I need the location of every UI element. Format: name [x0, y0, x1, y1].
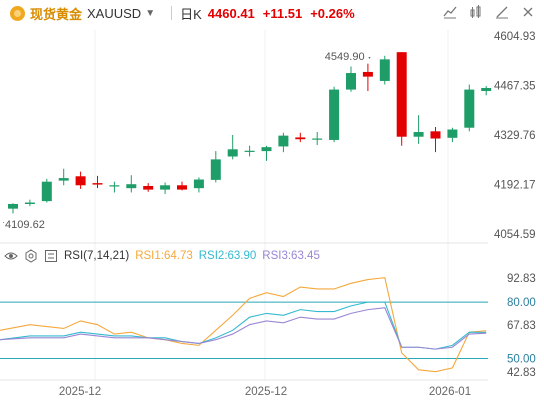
- time-tick-label: 2026-01: [429, 386, 471, 398]
- candle-body: [346, 73, 356, 90]
- time-tick-label: 2025-12: [245, 386, 287, 398]
- rsi-tick-label: 80.00: [507, 297, 536, 309]
- candle-body: [143, 186, 154, 190]
- rsi-line-2: [0, 301, 487, 350]
- header-divider: [171, 6, 173, 20]
- grid-lines: [94, 30, 449, 380]
- high-price-annotation: 4549.90 ˕: [325, 51, 371, 63]
- chart-header: 现货黄金 XAUUSD ▼ 日K 4460.41 +11.51 +0.26%: [0, 0, 544, 26]
- candle-body: [278, 135, 289, 147]
- candle-body: [75, 176, 86, 186]
- rsi-level-lines: [0, 301, 488, 360]
- rsi-tick-label: 92.83: [507, 273, 536, 285]
- rsi-header: RSI(7,14,21) RSI1:64.73 RSI2:63.90 RSI3:…: [4, 247, 320, 265]
- rsi-line-3: [0, 307, 487, 350]
- indicator-icon[interactable]: [468, 4, 484, 20]
- gear-icon[interactable]: [24, 249, 38, 263]
- rsi-tick-label: 50.00: [507, 354, 536, 366]
- candle-body: [227, 149, 238, 157]
- chart-settings-icon[interactable]: [442, 4, 458, 20]
- candle-body: [109, 185, 120, 187]
- price-change: +11.51: [262, 5, 303, 21]
- candle-body: [447, 129, 458, 138]
- candle-body: [464, 89, 475, 128]
- rsi-indicator-name: RSI(7,14,21): [64, 250, 130, 262]
- low-price-annotation: ˑ4109.62: [2, 219, 45, 231]
- candle-body: [92, 183, 103, 185]
- indicator-list-icon[interactable]: [44, 249, 58, 263]
- candle-body: [312, 138, 323, 140]
- rsi-tick-label: 67.83: [507, 320, 536, 332]
- candle-body: [261, 147, 272, 152]
- instrument-symbol[interactable]: XAUUSD: [87, 5, 142, 21]
- price-tick-label: 4467.35: [494, 80, 536, 92]
- eye-icon[interactable]: [4, 249, 18, 263]
- rsi2-value: RSI2:63.90: [198, 250, 257, 262]
- rsi-line-1: [0, 277, 487, 373]
- price-tick-label: 4329.76: [494, 130, 536, 142]
- candle-body: [329, 89, 340, 140]
- candle-body: [413, 132, 424, 137]
- ruler-icon[interactable]: [494, 4, 510, 20]
- candle-body: [295, 137, 306, 140]
- candle-body: [193, 179, 204, 189]
- candle-body: [126, 184, 137, 189]
- instrument-name: 现货黄金: [30, 6, 83, 22]
- time-tick-label: 2025-12: [59, 386, 101, 398]
- price-tick-label: 4192.17: [494, 180, 536, 192]
- gold-logo-icon: [10, 5, 25, 21]
- last-price: 4460.41: [207, 5, 255, 21]
- candle-body: [58, 178, 69, 181]
- candle-body: [24, 202, 35, 204]
- price-axis-labels: 4604.93 4467.35 4329.76 4192.17 4054.59: [494, 31, 536, 241]
- time-axis-labels: 2025-12 2025-12 2026-01: [59, 386, 471, 398]
- candle-body: [177, 185, 187, 190]
- candle-body: [8, 203, 18, 209]
- candle-body: [210, 159, 221, 180]
- candle-body: [41, 181, 52, 202]
- candle-body: [396, 52, 407, 137]
- rsi1-value: RSI1:64.73: [135, 250, 193, 262]
- candle-body: [481, 87, 492, 92]
- candle-body: [379, 59, 390, 81]
- candle-body: [430, 131, 441, 139]
- candle-body: [362, 71, 373, 77]
- timeframe-selector[interactable]: 日K: [180, 6, 202, 22]
- rsi-tick-label: 42.83: [507, 367, 536, 379]
- price-change-pct: +0.26%: [310, 5, 355, 21]
- candlestick-series: [8, 52, 492, 214]
- rsi-series: [0, 277, 487, 373]
- toolbar: [442, 4, 536, 20]
- rsi3-value: RSI3:63.45: [262, 250, 320, 262]
- candle-body: [160, 185, 171, 190]
- dropdown-caret-icon[interactable]: ▼: [145, 7, 156, 19]
- price-tick-label: 4604.93: [494, 31, 536, 43]
- candle-body: [244, 150, 255, 152]
- close-icon[interactable]: [520, 4, 536, 20]
- price-tick-label: 4054.59: [494, 229, 536, 241]
